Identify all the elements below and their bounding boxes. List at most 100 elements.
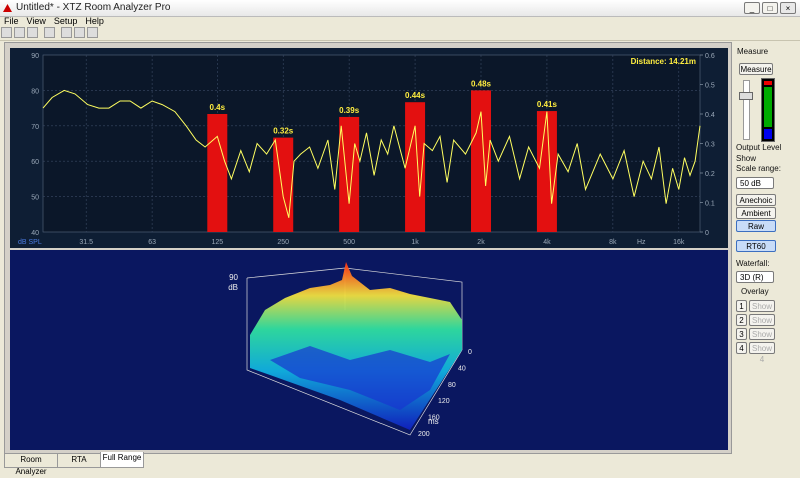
z-axis-label: dB bbox=[228, 283, 238, 292]
tool-button[interactable] bbox=[87, 27, 98, 38]
overlay-number[interactable]: 1 bbox=[736, 300, 747, 312]
y2-tick-label: 0.4 bbox=[705, 112, 715, 119]
annotation: Distance: 14.21m bbox=[631, 57, 696, 66]
maximize-button[interactable]: □ bbox=[762, 2, 778, 14]
time-tick-label: 0 bbox=[468, 349, 472, 356]
overlay-show-button[interactable]: Show 3 bbox=[749, 328, 775, 350]
x-tick-label: 31.5 bbox=[79, 239, 93, 246]
tab-active[interactable]: Full Range bbox=[100, 452, 144, 468]
overlay-show-button[interactable]: Show 4 bbox=[749, 342, 775, 364]
waterfall-select[interactable]: 3D (R) bbox=[736, 271, 774, 283]
overlay-number[interactable]: 4 bbox=[736, 342, 747, 354]
bar-label: 0.32s bbox=[273, 127, 294, 136]
toolbar bbox=[0, 26, 800, 41]
new-button[interactable] bbox=[1, 27, 12, 38]
bar bbox=[207, 114, 228, 232]
menu-item[interactable]: File bbox=[4, 16, 19, 26]
y2-tick-label: 0.6 bbox=[705, 53, 715, 60]
time-tick-label: 200 bbox=[418, 431, 430, 438]
plot-area bbox=[42, 54, 701, 233]
x-tick-label: 4k bbox=[543, 239, 551, 246]
show-label: Show bbox=[736, 154, 757, 163]
x-tick-label: 250 bbox=[277, 239, 289, 246]
bar-label: 0.48s bbox=[471, 79, 492, 88]
app-icon bbox=[3, 4, 12, 12]
menu-item[interactable]: View bbox=[26, 16, 46, 26]
scale-select[interactable]: 50 dB bbox=[736, 177, 774, 189]
scale-range-label: Scale range: bbox=[736, 164, 781, 173]
bar bbox=[471, 90, 491, 233]
raw-button[interactable]: Raw bbox=[736, 220, 776, 232]
y2-tick-label: 0.1 bbox=[705, 201, 715, 208]
bar-label: 0.4s bbox=[210, 103, 226, 112]
level-slider[interactable] bbox=[743, 80, 750, 140]
tab[interactable]: Room Analyzer bbox=[4, 454, 58, 476]
output-level-label: Output Level bbox=[736, 143, 782, 152]
meter-green bbox=[764, 87, 772, 127]
time-tick-label: 80 bbox=[448, 382, 456, 389]
overlay-number[interactable]: 3 bbox=[736, 328, 747, 340]
side-panel: Measure Measure Output Level Show Scale … bbox=[733, 42, 800, 454]
waterfall-surface bbox=[270, 346, 450, 410]
time-tick-label: 40 bbox=[458, 365, 466, 372]
y-tick-label: 60 bbox=[31, 159, 39, 166]
x-tick-label: 8k bbox=[609, 239, 617, 246]
menu-item[interactable]: Help bbox=[85, 16, 104, 26]
bar-label: 0.41s bbox=[537, 100, 558, 109]
overlay-label: Overlay bbox=[741, 287, 769, 296]
y2-tick-label: 0.2 bbox=[705, 171, 715, 178]
x-tick-label: 16k bbox=[673, 239, 685, 246]
y-tick-label: 40 bbox=[31, 230, 39, 237]
ambient-button[interactable]: Ambient bbox=[736, 207, 776, 219]
close-button[interactable]: × bbox=[780, 2, 796, 14]
x-tick-label: 500 bbox=[343, 239, 355, 246]
tab[interactable]: RTA bbox=[57, 454, 101, 468]
y-tick-label: 50 bbox=[31, 195, 39, 202]
waterfall-chart: 90 dB ms 0 40 80 120 160 200 bbox=[10, 250, 728, 450]
menu-item[interactable]: Setup bbox=[53, 16, 78, 26]
tool-button[interactable] bbox=[74, 27, 85, 38]
overlay-show-button[interactable]: Show 2 bbox=[749, 314, 775, 336]
meter-red bbox=[764, 81, 772, 85]
y-tick-label: 90 bbox=[31, 53, 39, 60]
y-tick-label: 80 bbox=[31, 88, 39, 95]
bar-label: 0.44s bbox=[405, 91, 426, 100]
y-tick-label: 70 bbox=[31, 124, 39, 131]
overlay-number[interactable]: 2 bbox=[736, 314, 747, 326]
time-tick-label: 160 bbox=[428, 415, 440, 422]
slider-thumb[interactable] bbox=[739, 92, 753, 100]
tool-button[interactable] bbox=[61, 27, 72, 38]
time-tick-label: 120 bbox=[438, 398, 450, 405]
x-tick-label: 1k bbox=[411, 239, 419, 246]
window-controls: _ □ × bbox=[744, 2, 798, 14]
title-bar: Untitled* - XTZ Room Analyzer Pro _ □ × bbox=[0, 0, 800, 17]
y2-tick-label: 0.3 bbox=[705, 142, 715, 149]
x-tick-label: 63 bbox=[148, 239, 156, 246]
open-button[interactable] bbox=[14, 27, 25, 38]
menu-bar: File View Setup Help bbox=[0, 16, 108, 26]
overlay-show-button[interactable]: Show 1 bbox=[749, 300, 775, 322]
time-ticks: 0 40 80 120 160 200 bbox=[418, 349, 472, 438]
x-unit-label: Hz bbox=[637, 239, 646, 246]
measure-button[interactable]: Measure bbox=[739, 63, 773, 75]
print-button[interactable] bbox=[44, 27, 55, 38]
save-button[interactable] bbox=[27, 27, 38, 38]
level-meter bbox=[761, 78, 775, 142]
minimize-button[interactable]: _ bbox=[744, 2, 760, 14]
x-tick-label: 125 bbox=[211, 239, 223, 246]
y-axis-label: dB SPL bbox=[18, 239, 42, 246]
time-axis-label: ms bbox=[428, 417, 439, 426]
response-line bbox=[42, 89, 701, 218]
bar bbox=[536, 111, 557, 232]
group-label: Measure bbox=[737, 47, 769, 56]
waterfall-label: Waterfall: bbox=[736, 259, 770, 268]
anechoic-button[interactable]: Anechoic bbox=[736, 194, 776, 206]
bar-label: 0.39s bbox=[339, 106, 360, 115]
rt60-button[interactable]: RT60 bbox=[736, 240, 776, 252]
window-title: Untitled* - XTZ Room Analyzer Pro bbox=[16, 2, 171, 13]
y2-tick-label: 0.5 bbox=[705, 83, 715, 90]
z-tick-label: 90 bbox=[229, 273, 238, 282]
bar bbox=[273, 137, 294, 232]
meter-blue bbox=[764, 129, 772, 139]
